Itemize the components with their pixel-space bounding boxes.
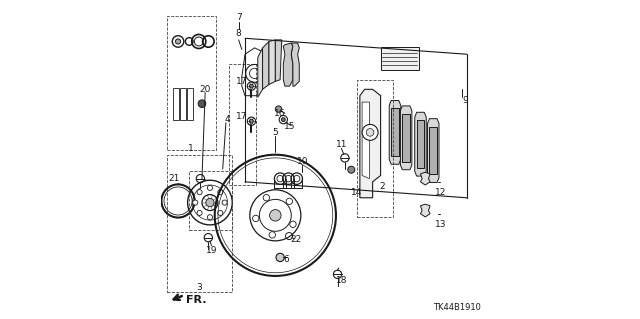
Circle shape — [362, 124, 378, 140]
Bar — [188, 88, 193, 120]
Circle shape — [197, 211, 202, 216]
Bar — [381, 47, 419, 70]
Polygon shape — [291, 43, 300, 86]
Polygon shape — [258, 48, 262, 97]
Polygon shape — [262, 41, 269, 89]
Polygon shape — [269, 40, 275, 85]
Bar — [167, 16, 216, 150]
Text: 10: 10 — [297, 157, 308, 166]
Circle shape — [269, 232, 275, 238]
Circle shape — [282, 118, 285, 122]
Bar — [189, 171, 232, 230]
Text: 7: 7 — [236, 13, 241, 22]
Polygon shape — [403, 114, 410, 162]
Text: 14: 14 — [351, 189, 362, 197]
Polygon shape — [401, 106, 412, 170]
Circle shape — [218, 189, 223, 195]
Circle shape — [250, 84, 253, 88]
Text: 11: 11 — [335, 140, 347, 149]
Text: FR.: FR. — [186, 295, 207, 306]
Text: 12: 12 — [435, 188, 446, 197]
Circle shape — [263, 195, 269, 201]
Text: 2: 2 — [380, 182, 385, 191]
Polygon shape — [391, 108, 399, 156]
Text: 6: 6 — [284, 256, 289, 264]
Polygon shape — [429, 127, 437, 174]
Bar — [167, 155, 232, 292]
Bar — [229, 64, 256, 185]
Circle shape — [207, 215, 212, 220]
Polygon shape — [389, 100, 401, 164]
Circle shape — [197, 189, 202, 195]
Polygon shape — [275, 40, 282, 81]
Polygon shape — [417, 120, 424, 168]
Circle shape — [366, 129, 374, 136]
Polygon shape — [362, 102, 369, 179]
Text: 9: 9 — [462, 96, 468, 105]
Circle shape — [348, 166, 355, 173]
Circle shape — [206, 198, 214, 207]
Bar — [356, 80, 394, 217]
Circle shape — [175, 39, 180, 44]
Circle shape — [290, 221, 296, 227]
Text: 19: 19 — [206, 246, 218, 255]
Text: 21: 21 — [168, 174, 180, 183]
Circle shape — [253, 215, 259, 222]
Text: 13: 13 — [435, 220, 446, 229]
Circle shape — [198, 100, 206, 108]
Text: 17: 17 — [236, 77, 248, 86]
Text: 18: 18 — [336, 276, 348, 285]
Circle shape — [222, 200, 227, 205]
Circle shape — [207, 185, 212, 190]
Polygon shape — [420, 204, 430, 217]
Polygon shape — [284, 43, 293, 86]
Text: 8: 8 — [236, 29, 241, 38]
Text: TK44B1910: TK44B1910 — [433, 303, 481, 312]
Bar — [180, 88, 186, 120]
Circle shape — [218, 211, 223, 216]
Bar — [173, 88, 179, 120]
Circle shape — [275, 106, 282, 112]
Text: 20: 20 — [200, 85, 211, 94]
Circle shape — [286, 198, 292, 204]
Text: 3: 3 — [196, 283, 202, 292]
Text: 15: 15 — [284, 122, 296, 130]
Circle shape — [193, 200, 198, 205]
Text: 22: 22 — [291, 235, 301, 244]
Circle shape — [276, 253, 284, 262]
Circle shape — [269, 210, 281, 221]
Text: 17: 17 — [236, 112, 248, 121]
Text: 5: 5 — [273, 128, 278, 137]
Text: 16: 16 — [275, 109, 286, 118]
Polygon shape — [428, 119, 439, 182]
Circle shape — [250, 119, 253, 123]
Text: 4: 4 — [225, 115, 230, 124]
Polygon shape — [360, 89, 381, 198]
Polygon shape — [415, 112, 426, 176]
Text: 1: 1 — [188, 144, 194, 153]
Polygon shape — [420, 172, 430, 185]
